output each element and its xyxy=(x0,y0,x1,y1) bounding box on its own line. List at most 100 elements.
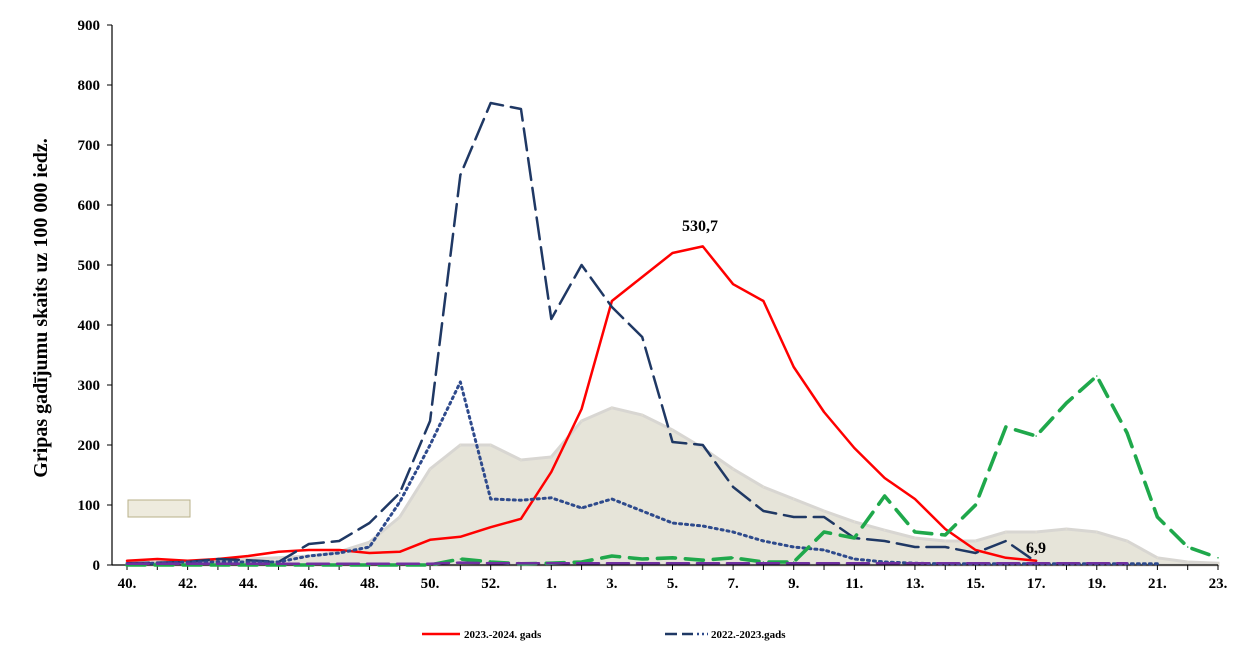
series-area-point xyxy=(1186,561,1189,563)
series-point-2 xyxy=(398,501,401,503)
series-area-point xyxy=(611,407,613,409)
series-point-0 xyxy=(429,539,431,541)
series-area-point xyxy=(944,540,947,542)
series-point-4 xyxy=(156,563,159,565)
series-point-3 xyxy=(944,534,947,536)
series-point-0 xyxy=(1005,557,1007,559)
series-point-0 xyxy=(338,549,340,551)
series-point-3 xyxy=(702,559,704,561)
series-point-1 xyxy=(611,306,613,308)
series-point-3 xyxy=(974,504,977,506)
series-area-point xyxy=(1065,528,1068,530)
series-area-point xyxy=(823,510,825,512)
series-point-0 xyxy=(277,551,280,553)
series-area-point xyxy=(398,516,401,518)
y-tick-label: 0 xyxy=(93,558,101,574)
series-area-point xyxy=(429,468,431,470)
series-point-4 xyxy=(308,563,310,565)
series-point-4 xyxy=(368,563,371,565)
y-tick-label: 600 xyxy=(78,198,101,214)
x-tick-label: 52. xyxy=(481,576,500,592)
series-point-4 xyxy=(186,563,189,565)
series-point-2 xyxy=(762,540,765,542)
series-point-3 xyxy=(914,531,916,533)
series-point-2 xyxy=(368,546,371,548)
series-area-point xyxy=(368,541,371,543)
series-area-5 xyxy=(125,406,1220,567)
series-point-0 xyxy=(641,276,643,278)
series-point-4 xyxy=(641,562,643,564)
series-point-0 xyxy=(611,300,613,302)
series-point-1 xyxy=(671,441,674,443)
series-point-4 xyxy=(1035,562,1037,564)
series-point-4 xyxy=(702,562,704,564)
series-area-point xyxy=(1005,531,1007,533)
series-point-2 xyxy=(823,549,825,551)
series-point-2 xyxy=(247,561,250,563)
series-point-0 xyxy=(308,549,310,551)
x-tick-label: 5. xyxy=(667,576,679,592)
series-point-2 xyxy=(459,381,462,383)
series-point-4 xyxy=(1095,562,1098,564)
series-point-4 xyxy=(338,563,340,565)
series-point-3 xyxy=(732,557,734,559)
series-point-1 xyxy=(398,492,401,494)
series-point-4 xyxy=(611,562,613,564)
series-point-1 xyxy=(823,516,825,518)
series-area-point xyxy=(762,486,765,488)
series-point-1 xyxy=(489,102,492,104)
series-point-0 xyxy=(459,536,462,538)
series-point-0 xyxy=(974,549,977,551)
series-point-1 xyxy=(944,546,947,548)
series-point-2 xyxy=(429,444,431,446)
series-area-point xyxy=(974,540,977,542)
series-point-2 xyxy=(489,498,492,500)
series-point-0 xyxy=(792,366,795,368)
series-point-4 xyxy=(974,562,977,564)
series-point-4 xyxy=(823,562,825,564)
series-point-0 xyxy=(914,498,916,500)
series-area-point xyxy=(732,468,734,470)
series-line-4 xyxy=(125,561,1129,566)
series-point-4 xyxy=(217,563,219,565)
series-point-2 xyxy=(671,522,674,524)
x-tick-label: 48. xyxy=(360,576,379,592)
series-point-3 xyxy=(883,495,886,497)
series-point-4 xyxy=(489,562,492,564)
series-point-3 xyxy=(823,531,825,533)
series-point-2 xyxy=(277,561,280,563)
series-point-3 xyxy=(1156,516,1159,518)
series-area-point xyxy=(520,459,522,461)
x-tick-label: 23. xyxy=(1209,576,1228,592)
series-point-4 xyxy=(944,562,947,564)
series-point-1 xyxy=(368,522,371,524)
series-point-1 xyxy=(883,540,886,542)
series-point-1 xyxy=(459,174,462,176)
x-tick-label: 50. xyxy=(421,576,440,592)
series-area-point xyxy=(580,420,583,422)
x-tick-label: 11. xyxy=(845,576,863,592)
series-point-2 xyxy=(520,499,522,502)
series-point-1 xyxy=(338,540,340,542)
y-tick-label: 400 xyxy=(78,318,101,334)
series-point-2 xyxy=(641,510,643,512)
series-area-point xyxy=(792,498,795,500)
area-layer xyxy=(125,406,1220,567)
x-tick-label: 17. xyxy=(1027,576,1046,592)
series-point-2 xyxy=(702,525,704,527)
series-point-4 xyxy=(671,562,674,564)
x-tick-label: 42. xyxy=(178,576,197,592)
series-point-0 xyxy=(126,560,128,562)
series-point-2 xyxy=(792,546,795,548)
series-area-point xyxy=(914,537,916,539)
series-point-1 xyxy=(641,336,643,338)
series-point-4 xyxy=(429,563,431,565)
x-tick-label: 13. xyxy=(906,576,925,592)
series-point-4 xyxy=(580,562,583,564)
series-area-point xyxy=(1035,531,1037,533)
series-area-point xyxy=(550,456,553,458)
series-point-4 xyxy=(398,563,401,565)
series-point-0 xyxy=(398,551,401,553)
y-axis-title: Gripas gadījumu skaits uz 100 000 iedz. xyxy=(30,138,52,477)
legend-label-2023-2024: 2023.-2024. gads xyxy=(464,629,542,641)
